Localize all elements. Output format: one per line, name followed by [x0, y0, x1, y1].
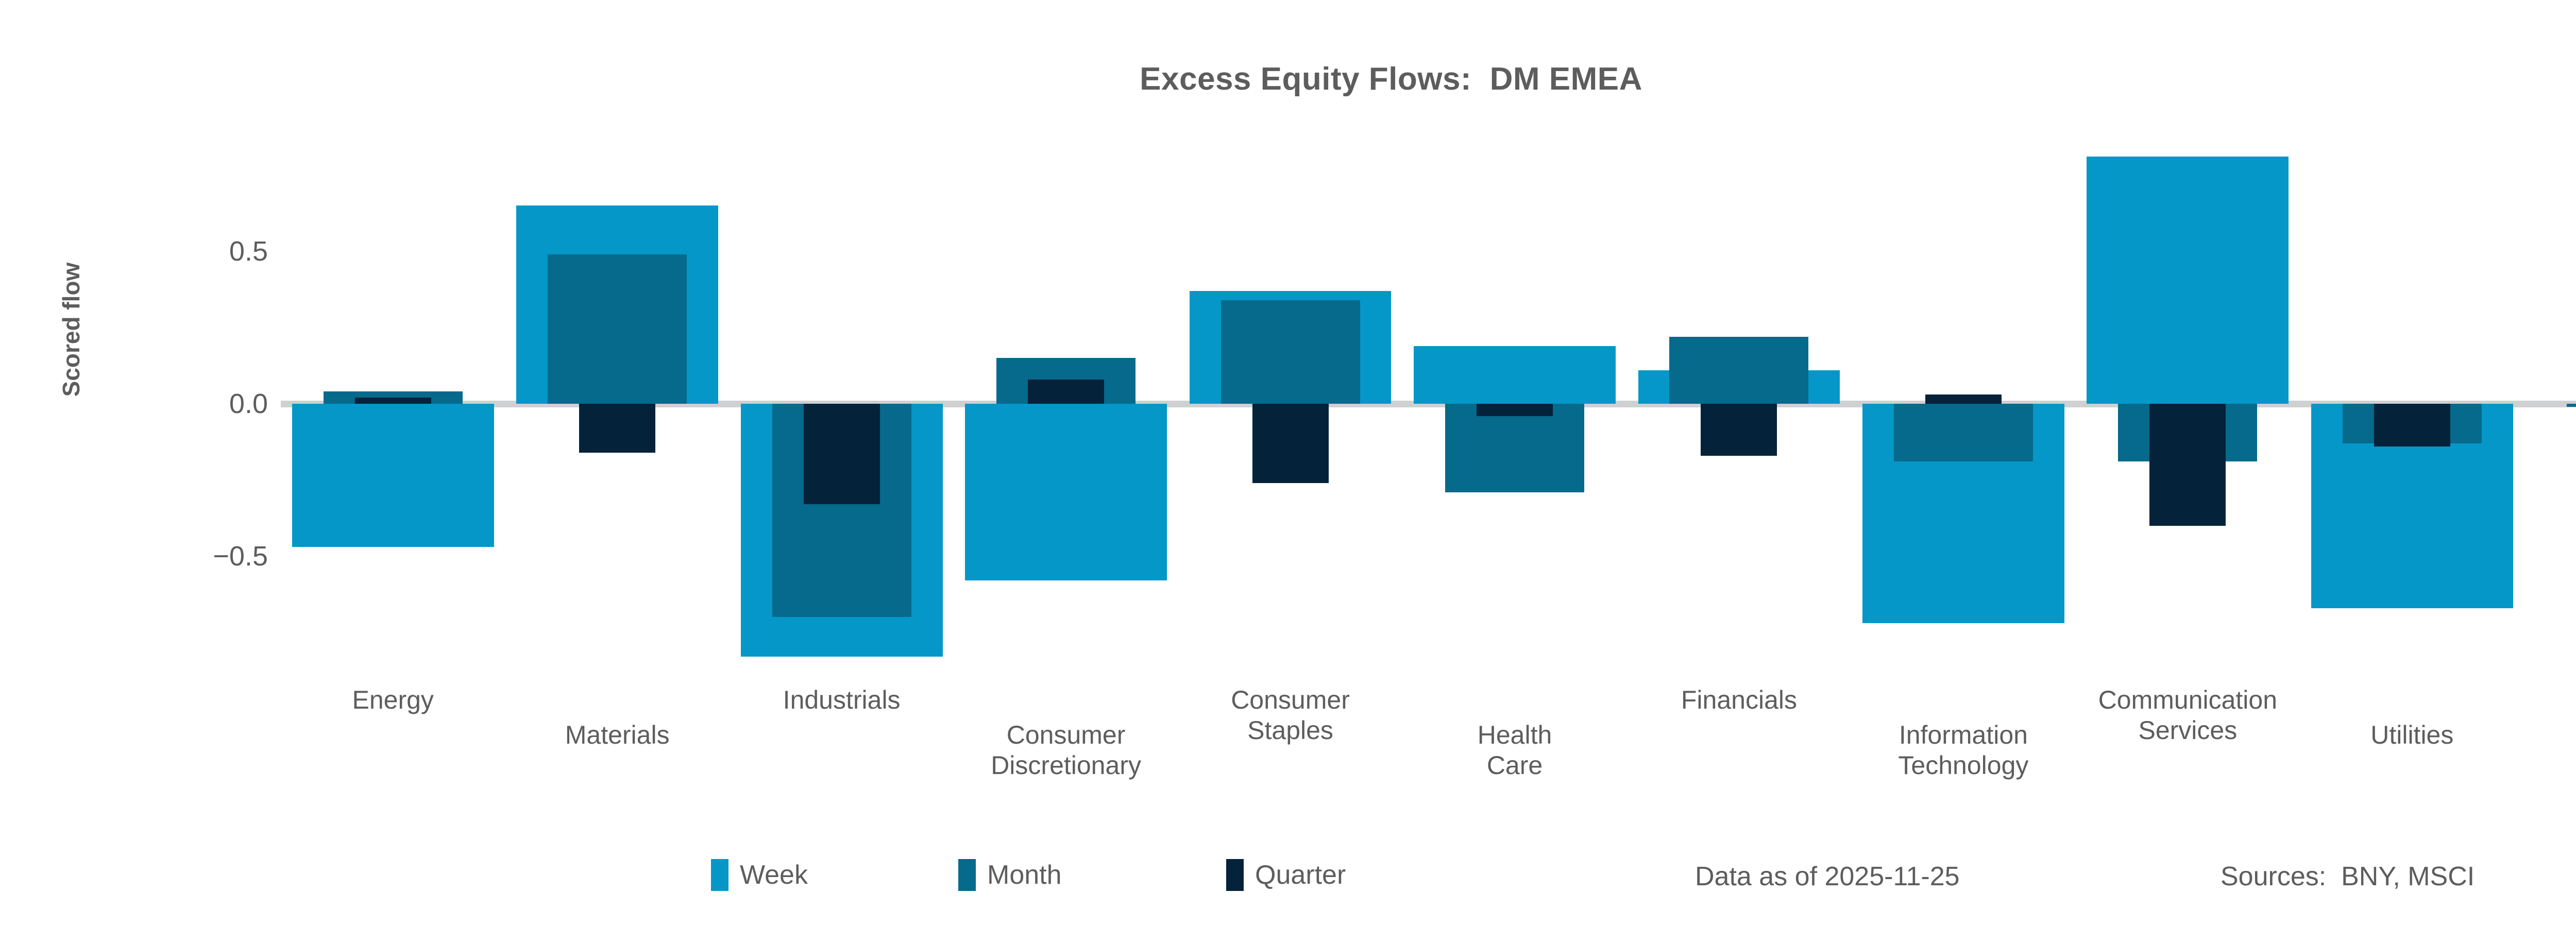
bar-month-health-care[interactable]: [1445, 404, 1584, 492]
chart-footer: Data as of 2025-11-25 Sources: BNY, MSCI…: [0, 850, 2576, 912]
bar-quarter-consumer-staples[interactable]: [1252, 404, 1329, 483]
y-tick-label: 0.0: [229, 388, 268, 419]
x-tick-label-information-technology: Information Technology: [1898, 720, 2029, 780]
legend-swatch-week-icon: [711, 859, 728, 891]
legend-label: Month: [987, 860, 1062, 890]
x-tick-label-materials: Materials: [565, 720, 670, 749]
x-tick-label-consumer-discretionary: Consumer Discretionary: [991, 720, 1141, 780]
bar-week-consumer-discretionary[interactable]: [965, 404, 1167, 581]
plot-area: [281, 93, 2576, 664]
bar-quarter-energy[interactable]: [354, 398, 431, 404]
bar-month-consumer-staples[interactable]: [1221, 300, 1360, 404]
bar-week-communication-services[interactable]: [2087, 157, 2289, 404]
bar-quarter-consumer-discretionary[interactable]: [1028, 379, 1105, 404]
bar-quarter-information-technology[interactable]: [1925, 394, 2002, 404]
legend-item-week[interactable]: Week: [711, 859, 808, 891]
legend-item-month[interactable]: Month: [958, 859, 1062, 891]
bar-quarter-industrials[interactable]: [803, 404, 880, 505]
x-tick-label-health-care: Health Care: [1477, 720, 1552, 780]
bar-week-health-care[interactable]: [1414, 346, 1616, 404]
y-tick-label: −0.5: [213, 541, 268, 572]
x-tick-label-industrials: Industrials: [783, 685, 901, 714]
legend-label: Week: [740, 860, 808, 890]
bar-week-energy[interactable]: [292, 404, 494, 547]
x-axis-tick-labels: Energy Materials Industrials Consumer Discr…: [281, 685, 2576, 834]
x-tick-label-consumer-staples: Consumer Staples: [1231, 685, 1350, 745]
bar-month-real-estate[interactable]: [2567, 404, 2576, 407]
sources-note: Sources: BNY, MSCI: [2221, 862, 2475, 891]
y-tick-label: 0.5: [229, 236, 268, 267]
legend-item-quarter[interactable]: Quarter: [1226, 859, 1346, 891]
bar-month-financials[interactable]: [1669, 336, 1809, 404]
legend-swatch-month-icon: [958, 859, 976, 891]
bar-month-materials[interactable]: [548, 254, 687, 404]
legend-label: Quarter: [1255, 860, 1346, 890]
x-tick-label-energy: Energy: [352, 685, 434, 714]
bar-quarter-health-care[interactable]: [1476, 404, 1553, 416]
bar-quarter-materials[interactable]: [579, 404, 656, 453]
bar-quarter-financials[interactable]: [1701, 404, 1777, 456]
bar-month-information-technology[interactable]: [1893, 404, 2033, 462]
legend-swatch-quarter-icon: [1226, 859, 1244, 891]
y-axis: Scored flow 0.5 0.0 −0.5: [0, 0, 268, 927]
x-tick-label-financials: Financials: [1681, 685, 1797, 714]
y-axis-label: Scored flow: [58, 262, 84, 397]
bar-quarter-communication-services[interactable]: [2149, 404, 2226, 526]
x-tick-label-communication-services: Communication Services: [2098, 685, 2278, 745]
bar-quarter-utilities[interactable]: [2374, 404, 2450, 447]
x-tick-label-real-estate: Real Estate: [2496, 685, 2576, 746]
data-as-of-note: Data as of 2025-11-25: [1695, 862, 1960, 891]
x-tick-label-utilities: Utilities: [2370, 720, 2454, 749]
page-title: Excess Equity Flows: DM EMEA: [1140, 61, 1642, 97]
